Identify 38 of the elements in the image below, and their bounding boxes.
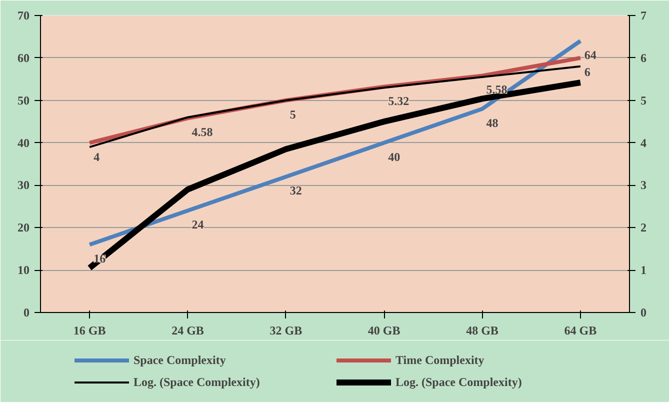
x-tick-label: 40 GB <box>368 324 400 338</box>
x-tick-label: 48 GB <box>466 324 498 338</box>
y-tick-label: 0 <box>24 306 30 320</box>
y-tick-label: 60 <box>18 50 30 65</box>
data-label: 5.58 <box>486 82 508 97</box>
data-label: 5 <box>290 107 296 122</box>
data-label: 4 <box>94 150 100 164</box>
data-label: 5.32 <box>388 94 410 108</box>
y-tick-label: 30 <box>18 178 30 192</box>
y2-tick-label: 1 <box>640 263 646 278</box>
y2-tick-label: 4 <box>640 136 646 150</box>
data-label: 40 <box>388 150 400 164</box>
legend-label: Space Complexity <box>134 352 227 368</box>
y-tick-label: 20 <box>18 220 30 235</box>
y-tick-label: 10 <box>18 263 30 278</box>
data-label: 48 <box>486 116 498 130</box>
x-tick-label: 16 GB <box>73 324 106 338</box>
y2-tick-label: 3 <box>640 178 646 192</box>
y-tick-label: 50 <box>18 93 30 108</box>
data-label: 64 <box>584 48 596 62</box>
data-label: 4.58 <box>192 125 213 140</box>
y-tick-label: 40 <box>18 136 30 150</box>
data-label: 16 <box>94 252 106 266</box>
x-tick-label: 64 GB <box>564 324 597 338</box>
y2-tick-label: 2 <box>640 220 646 235</box>
y2-tick-label: 0 <box>640 306 646 320</box>
legend-label: Time Complexity <box>396 352 486 368</box>
legend-label: Log. (Space Complexity) <box>134 374 261 390</box>
y2-tick-label: 7 <box>640 8 646 22</box>
data-label: 6 <box>584 64 590 79</box>
y2-tick-label: 6 <box>640 50 646 65</box>
data-label: 24 <box>192 218 204 232</box>
data-label: 32 <box>290 184 302 198</box>
legend-label: Log. (Space Complexity) <box>396 374 523 390</box>
x-tick-label: 32 GB <box>270 324 302 338</box>
y-tick-label: 70 <box>18 8 30 22</box>
x-tick-label: 24 GB <box>172 324 204 338</box>
y2-tick-label: 5 <box>640 93 646 108</box>
